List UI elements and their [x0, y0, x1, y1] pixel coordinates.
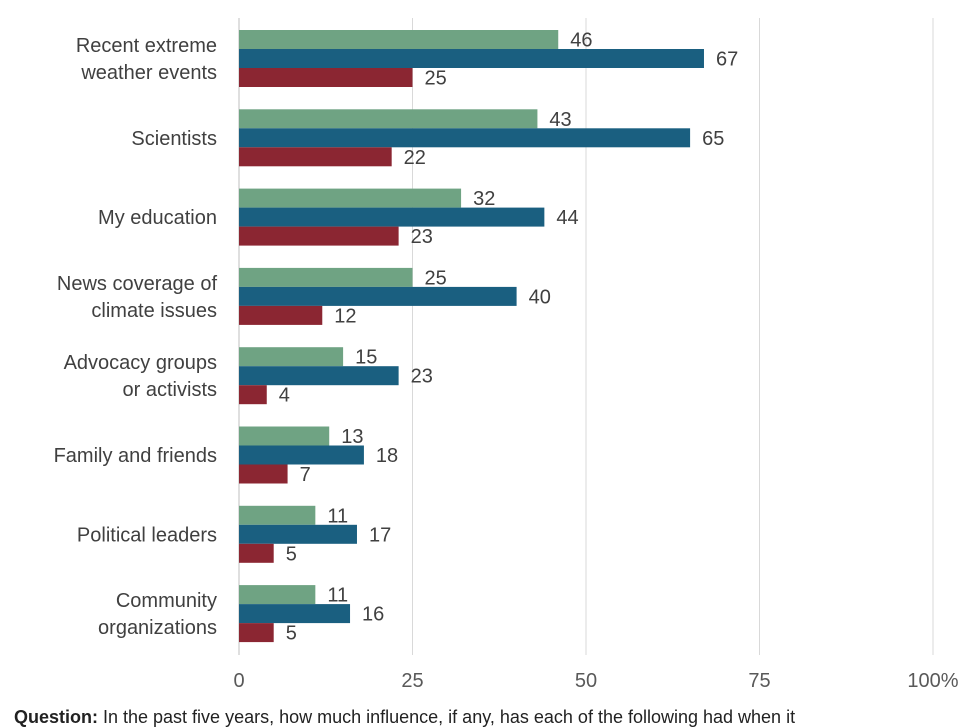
- bar: [239, 464, 288, 484]
- category-label: Family and friends: [54, 445, 217, 467]
- bar: [239, 524, 357, 544]
- data-label: 4: [279, 385, 290, 407]
- data-label: 12: [334, 305, 356, 327]
- x-tick-label: 75: [748, 670, 770, 692]
- data-label: 5: [286, 623, 297, 645]
- data-label: 16: [362, 604, 384, 626]
- data-label: 5: [286, 543, 297, 565]
- bar: [239, 49, 704, 68]
- x-tick-label: 50: [575, 670, 597, 692]
- bar: [239, 109, 538, 129]
- question-label: Question:: [14, 707, 98, 727]
- data-label: 40: [529, 286, 551, 308]
- data-label: 18: [376, 445, 398, 467]
- bar: [239, 30, 559, 49]
- category-label: News coverage of: [57, 273, 218, 295]
- bar: [239, 188, 462, 208]
- category-label: Community: [116, 590, 217, 612]
- data-label: 23: [411, 226, 433, 248]
- data-label: 67: [716, 49, 738, 71]
- bar: [239, 604, 351, 624]
- category-label: or activists: [123, 379, 217, 401]
- category-label: Political leaders: [77, 524, 217, 546]
- bar: [239, 305, 323, 325]
- data-label: 65: [702, 128, 724, 150]
- bar: [239, 426, 330, 446]
- data-label: 17: [369, 524, 391, 546]
- data-label: 13: [341, 426, 363, 448]
- data-label: 23: [411, 366, 433, 388]
- bar: [239, 585, 316, 605]
- x-tick-label: 25: [401, 670, 423, 692]
- data-label: 22: [404, 147, 426, 169]
- bar: [239, 267, 413, 287]
- category-label: Recent extreme: [76, 35, 217, 57]
- bar: [239, 147, 392, 167]
- bar: [239, 385, 267, 405]
- bar: [239, 445, 364, 465]
- category-label: My education: [98, 207, 217, 229]
- bar: [239, 623, 274, 643]
- bar: [239, 226, 399, 246]
- category-label: Advocacy groups: [64, 352, 217, 374]
- data-label: 32: [473, 188, 495, 210]
- category-label: organizations: [98, 617, 217, 639]
- data-label: 11: [327, 505, 348, 527]
- data-label: 7: [300, 464, 311, 486]
- bar: [239, 207, 545, 227]
- bar: [239, 366, 399, 386]
- data-label: 15: [355, 347, 377, 369]
- bar: [239, 128, 691, 148]
- question-text: In the past five years, how much influen…: [98, 707, 796, 727]
- category-label: climate issues: [91, 300, 217, 322]
- data-label: 46: [570, 30, 592, 52]
- data-label: 25: [425, 267, 447, 289]
- question-note: Question: In the past five years, how mu…: [14, 707, 974, 728]
- bar: [239, 347, 344, 367]
- x-tick-label: 100%: [907, 670, 958, 692]
- x-tick-label: 0: [233, 670, 244, 692]
- bar: [239, 286, 517, 306]
- data-label: 44: [556, 207, 578, 229]
- data-label: 11: [327, 585, 348, 607]
- bar: [239, 68, 413, 87]
- category-label: Scientists: [131, 128, 217, 150]
- bar: [239, 543, 274, 563]
- data-label: 43: [549, 109, 571, 131]
- bar: [239, 505, 316, 525]
- category-label: weather events: [80, 62, 217, 84]
- data-label: 25: [425, 68, 447, 90]
